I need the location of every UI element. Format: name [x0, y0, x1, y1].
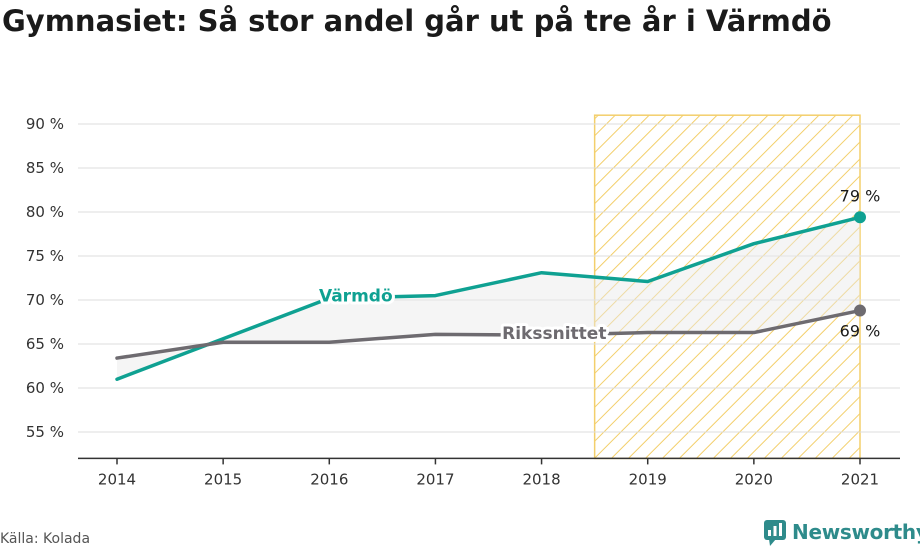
highlight-region — [593, 114, 861, 460]
gap-area — [117, 217, 860, 380]
brand-logo: Newsworthy — [764, 520, 920, 546]
y-tick-label: 85 % — [26, 159, 64, 177]
brand-name: Newsworthy — [792, 520, 920, 544]
y-tick-label: 90 % — [26, 115, 64, 133]
x-tick-label: 2015 — [204, 470, 242, 488]
y-tick-label: 60 % — [26, 379, 64, 397]
x-tick-label: 2020 — [735, 470, 773, 488]
series-line-varmdo — [115, 215, 862, 381]
x-tick-label: 2021 — [841, 470, 879, 488]
svg-text:Rikssnittet: Rikssnittet — [502, 324, 606, 344]
end-value-label: 79 % — [840, 186, 881, 205]
series-name-label: Värmdö — [319, 287, 393, 307]
series-line-riket — [115, 308, 862, 360]
series-name-label: Rikssnittet — [502, 324, 606, 344]
svg-text:Värmdö: Värmdö — [319, 287, 393, 307]
y-tick-label: 80 % — [26, 203, 64, 221]
x-tick-label: 2019 — [629, 470, 667, 488]
y-tick-label: 70 % — [26, 291, 64, 309]
source-note: Källa: Kolada — [0, 531, 91, 547]
x-tick-label: 2018 — [522, 470, 560, 488]
x-tick-label: 2014 — [98, 470, 136, 488]
y-tick-label: 55 % — [26, 423, 64, 441]
x-tick-label: 2017 — [416, 470, 454, 488]
y-tick-label: 65 % — [26, 335, 64, 353]
series-end-point — [854, 304, 866, 317]
chart-speech-bubble-icon — [764, 520, 786, 546]
y-tick-label: 75 % — [26, 247, 64, 265]
end-value-label: 69 % — [840, 322, 881, 341]
x-tick-label: 2016 — [310, 470, 348, 488]
chart-title: Gymnasiet: Så stor andel går ut på tre å… — [2, 4, 832, 38]
series-end-point — [854, 211, 866, 224]
